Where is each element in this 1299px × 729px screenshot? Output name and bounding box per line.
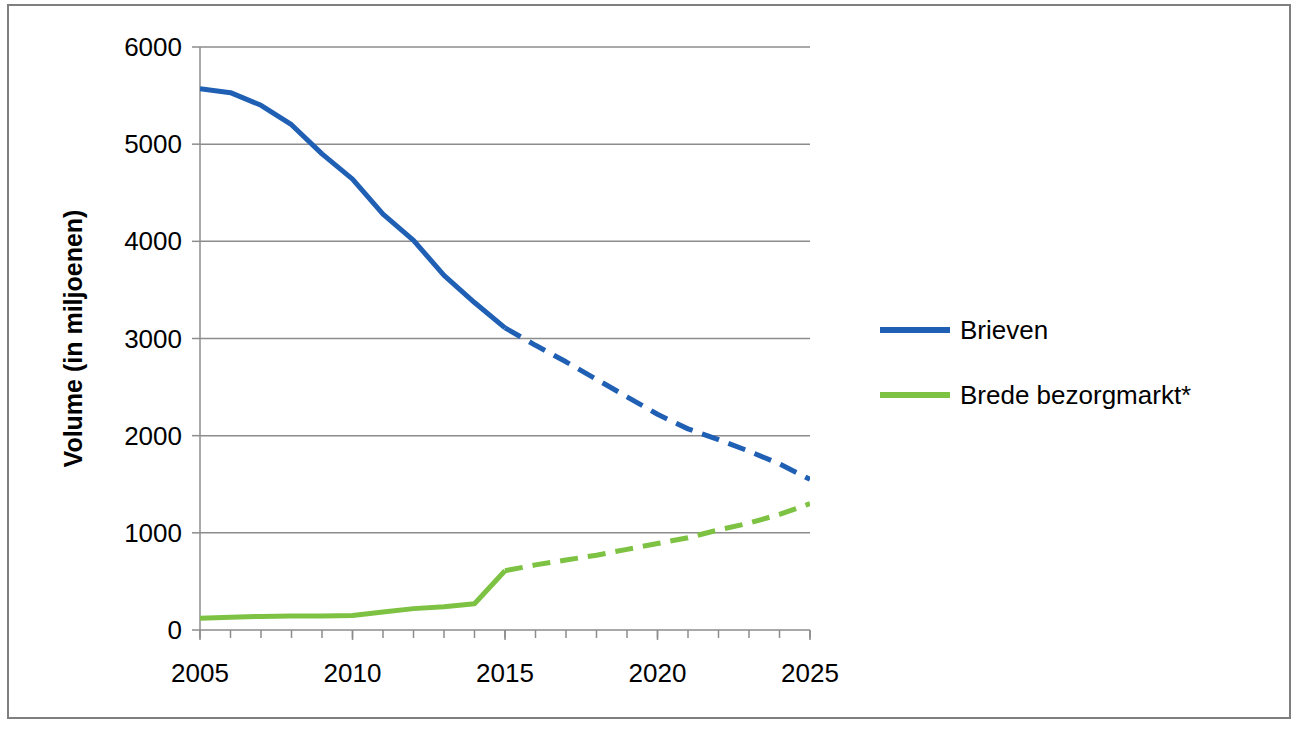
grid-line <box>200 532 810 534</box>
x-minor-tick <box>718 630 720 638</box>
legend: Brieven Brede bezorgmarkt* <box>880 315 1191 410</box>
x-minor-tick <box>230 630 232 638</box>
y-tick <box>192 241 200 243</box>
x-minor-tick <box>443 630 445 638</box>
chart-frame <box>8 5 1290 718</box>
legend-label: Brede bezorgmarkt* <box>960 380 1191 410</box>
x-minor-tick <box>413 630 415 638</box>
y-tick <box>192 46 200 48</box>
grid-line <box>200 241 810 243</box>
x-tick <box>352 630 354 640</box>
y-tick <box>192 629 200 631</box>
x-minor-tick <box>291 630 293 638</box>
x-minor-tick <box>596 630 598 638</box>
y-tick <box>192 338 200 340</box>
y-tick-label: 1000 <box>124 518 182 548</box>
y-tick <box>192 143 200 145</box>
series-line <box>505 328 810 480</box>
x-tick-label: 2010 <box>324 658 382 688</box>
x-minor-tick <box>535 630 537 638</box>
x-tick-label: 2020 <box>629 658 687 688</box>
x-minor-tick <box>626 630 628 638</box>
y-tick <box>192 532 200 534</box>
x-minor-tick <box>260 630 262 638</box>
x-tick <box>504 630 506 640</box>
legend-label: Brieven <box>960 315 1048 345</box>
x-tick <box>199 630 201 640</box>
x-tick <box>657 630 659 640</box>
x-minor-tick <box>474 630 476 638</box>
y-tick-label: 2000 <box>124 421 182 451</box>
y-tick-label: 3000 <box>124 324 182 354</box>
x-tick-label: 2015 <box>476 658 534 688</box>
grid-line <box>200 435 810 437</box>
y-tick-label: 0 <box>168 615 182 645</box>
y-axis-label: Volume (in miljoenen) <box>59 210 87 468</box>
x-minor-tick <box>748 630 750 638</box>
y-tick-label: 6000 <box>124 32 182 62</box>
y-axis <box>199 47 201 630</box>
series-line <box>200 571 505 619</box>
x-minor-tick <box>382 630 384 638</box>
y-tick-label: 5000 <box>124 129 182 159</box>
x-tick <box>809 630 811 640</box>
y-tick <box>192 435 200 437</box>
grid-line <box>200 338 810 340</box>
x-tick-label: 2025 <box>781 658 839 688</box>
x-minor-tick <box>321 630 323 638</box>
series-line <box>200 89 505 328</box>
series-line <box>505 504 810 571</box>
x-minor-tick <box>779 630 781 638</box>
x-minor-tick <box>687 630 689 638</box>
x-minor-tick <box>565 630 567 638</box>
plot-area <box>200 89 810 619</box>
y-tick-label: 4000 <box>124 226 182 256</box>
grid-line <box>200 143 810 145</box>
chart: 0 1000 2000 3000 4000 5000 6000 2005 2010 2015 202… <box>0 0 1299 729</box>
legend-swatch <box>880 327 950 333</box>
legend-swatch <box>880 392 950 398</box>
x-tick-label: 2005 <box>171 658 229 688</box>
grid-line <box>200 46 810 48</box>
